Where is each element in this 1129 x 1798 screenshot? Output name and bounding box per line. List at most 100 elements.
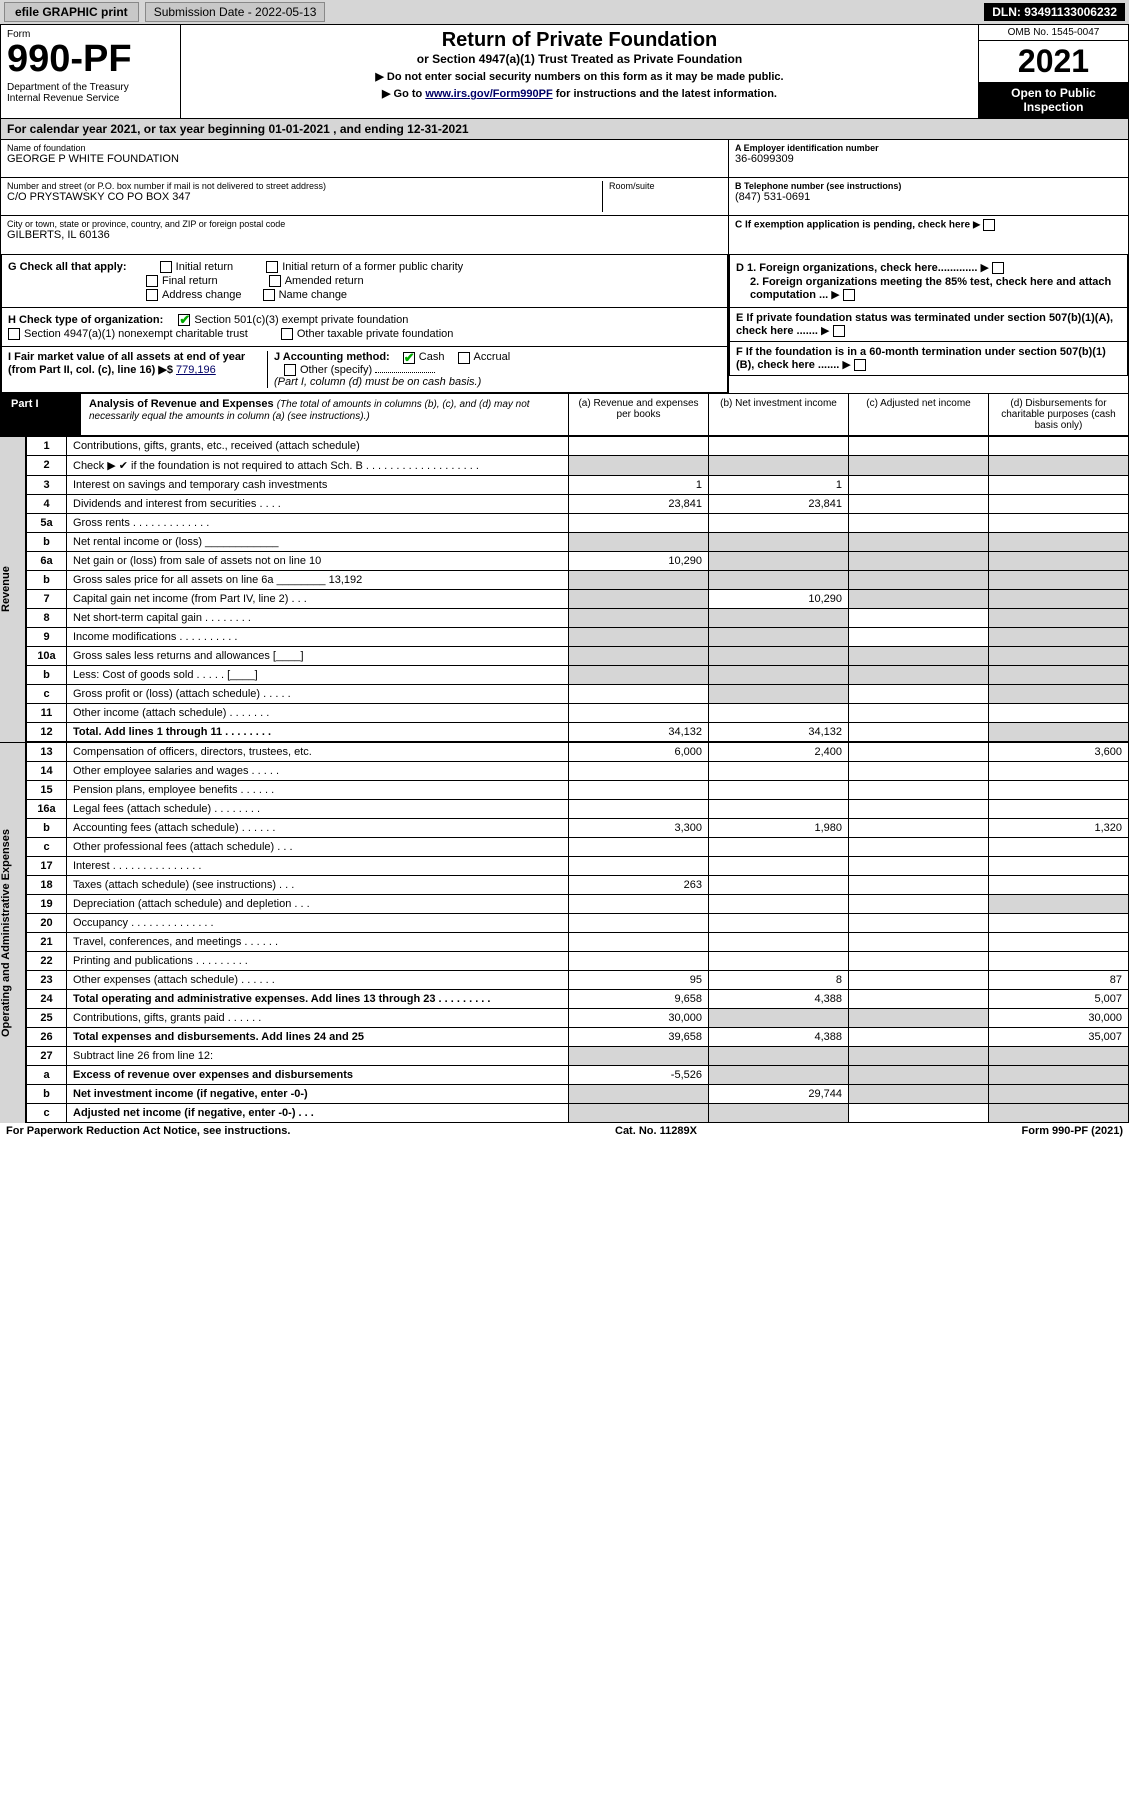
d2-checkbox[interactable] [843,289,855,301]
g-former-checkbox[interactable] [266,261,278,273]
line-desc: Net rental income or (loss) ____________ [67,532,569,551]
footer-mid: Cat. No. 11289X [615,1125,697,1137]
table-row: 6aNet gain or (loss) from sale of assets… [27,551,1129,570]
h-other-checkbox[interactable] [281,328,293,340]
table-row: 23Other expenses (attach schedule) . . .… [27,970,1129,989]
line-desc: Gross sales less returns and allowances … [67,646,569,665]
col-a-value [569,532,709,551]
col-b-value: 4,388 [709,1027,849,1046]
table-row: bLess: Cost of goods sold . . . . . [___… [27,665,1129,684]
table-row: 7Capital gain net income (from Part IV, … [27,589,1129,608]
footer-left: For Paperwork Reduction Act Notice, see … [6,1125,290,1137]
line-number: b [27,1084,67,1103]
col-d-value [989,703,1129,722]
expenses-side-label: Operating and Administrative Expenses [0,742,26,1123]
line-desc: Net short-term capital gain . . . . . . … [67,608,569,627]
form-subtitle: or Section 4947(a)(1) Trust Treated as P… [191,52,968,66]
dept-label: Department of the Treasury Internal Reve… [7,82,174,104]
f-section: F If the foundation is in a 60-month ter… [729,342,1128,376]
g-section: G Check all that apply: Initial return I… [1,255,728,308]
j-other-checkbox[interactable] [284,364,296,376]
table-row: 4Dividends and interest from securities … [27,494,1129,513]
col-a-value: 95 [569,970,709,989]
ein-value: 36-6099309 [735,153,1122,165]
col-b-value: 2,400 [709,742,849,761]
col-c-value [849,703,989,722]
table-row: aExcess of revenue over expenses and dis… [27,1065,1129,1084]
col-b-value [709,684,849,703]
e-checkbox[interactable] [833,325,845,337]
col-a-value: 10,290 [569,551,709,570]
line-number: 2 [27,455,67,475]
col-b-value: 34,132 [709,722,849,741]
col-c-value [849,532,989,551]
form-note1: ▶ Do not enter social security numbers o… [191,70,968,83]
g-name-checkbox[interactable] [263,289,275,301]
c-checkbox[interactable] [983,219,995,231]
line-number: 26 [27,1027,67,1046]
col-b-value [709,894,849,913]
table-row: 14Other employee salaries and wages . . … [27,761,1129,780]
line-desc: Printing and publications . . . . . . . … [67,951,569,970]
col-c-value [849,475,989,494]
name-cell: Name of foundation GEORGE P WHITE FOUNDA… [1,140,728,178]
telephone-value: (847) 531-0691 [735,191,1122,203]
g-address-checkbox[interactable] [146,289,158,301]
table-row: 26Total expenses and disbursements. Add … [27,1027,1129,1046]
line-desc: Total operating and administrative expen… [67,989,569,1008]
expenses-table: 13Compensation of officers, directors, t… [26,742,1129,1123]
j-accrual-checkbox[interactable] [458,352,470,364]
col-b-value [709,875,849,894]
col-b-value [709,1046,849,1065]
col-c-header: (c) Adjusted net income [848,394,988,435]
g-initial-checkbox[interactable] [160,261,172,273]
col-a-value [569,608,709,627]
col-a-value: 263 [569,875,709,894]
line-number: b [27,570,67,589]
form-link[interactable]: www.irs.gov/Form990PF [425,88,552,100]
col-c-value [849,722,989,741]
line-number: 21 [27,932,67,951]
col-d-value [989,570,1129,589]
col-d-value: 3,600 [989,742,1129,761]
efile-print-button[interactable]: efile GRAPHIC print [4,2,139,22]
form-year-block: OMB No. 1545-0047 2021 Open to Public In… [978,25,1128,118]
col-b-value [709,570,849,589]
footer-right: Form 990-PF (2021) [1022,1125,1123,1137]
col-d-value [989,684,1129,703]
col-b-header: (b) Net investment income [708,394,848,435]
line-desc: Interest . . . . . . . . . . . . . . . [67,856,569,875]
line-number: 10a [27,646,67,665]
col-a-value: 34,132 [569,722,709,741]
col-d-value [989,780,1129,799]
line-number: 13 [27,742,67,761]
table-row: 15Pension plans, employee benefits . . .… [27,780,1129,799]
line-number: 7 [27,589,67,608]
col-c-value [849,455,989,475]
d1-checkbox[interactable] [992,262,1004,274]
h-501c3-checkbox[interactable] [178,314,190,326]
line-number: b [27,532,67,551]
table-row: 27Subtract line 26 from line 12: [27,1046,1129,1065]
col-c-value [849,608,989,627]
revenue-side-label: Revenue [0,436,26,742]
line-number: b [27,665,67,684]
line-desc: Other employee salaries and wages . . . … [67,761,569,780]
g-amended-checkbox[interactable] [269,275,281,287]
col-d-value [989,856,1129,875]
h-4947-checkbox[interactable] [8,328,20,340]
line-desc: Excess of revenue over expenses and disb… [67,1065,569,1084]
col-a-value [569,761,709,780]
g-final-checkbox[interactable] [146,275,158,287]
table-row: 1Contributions, gifts, grants, etc., rec… [27,436,1129,455]
col-d-value [989,761,1129,780]
col-a-value [569,703,709,722]
col-d-value [989,799,1129,818]
col-a-value [569,589,709,608]
j-cash-checkbox[interactable] [403,352,415,364]
table-row: 9Income modifications . . . . . . . . . … [27,627,1129,646]
part1-title: Analysis of Revenue and Expenses (The to… [81,394,568,435]
col-d-value: 87 [989,970,1129,989]
line-desc: Dividends and interest from securities .… [67,494,569,513]
f-checkbox[interactable] [854,359,866,371]
